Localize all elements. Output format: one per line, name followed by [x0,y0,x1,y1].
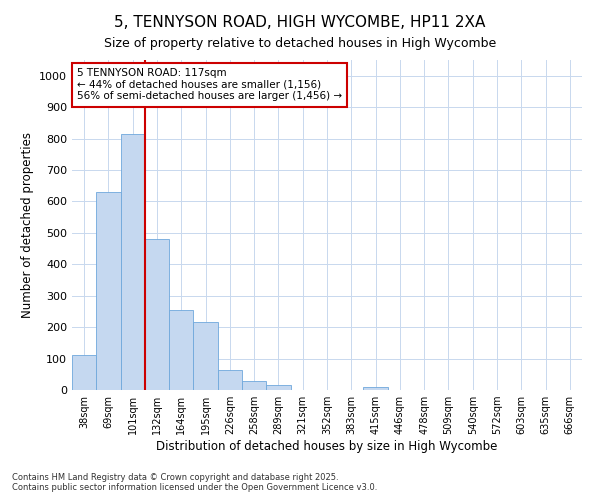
Bar [242,381,266,390]
Bar [121,134,145,390]
Bar [72,356,96,390]
Bar [169,310,193,390]
Bar [364,388,388,390]
Bar [145,239,169,390]
Bar [193,322,218,390]
Text: 5 TENNYSON ROAD: 117sqm
← 44% of detached houses are smaller (1,156)
56% of semi: 5 TENNYSON ROAD: 117sqm ← 44% of detache… [77,68,342,102]
Text: Contains HM Land Registry data © Crown copyright and database right 2025.
Contai: Contains HM Land Registry data © Crown c… [12,473,377,492]
Bar [266,386,290,390]
Bar [218,370,242,390]
Y-axis label: Number of detached properties: Number of detached properties [20,132,34,318]
Text: Size of property relative to detached houses in High Wycombe: Size of property relative to detached ho… [104,38,496,51]
Bar [96,192,121,390]
X-axis label: Distribution of detached houses by size in High Wycombe: Distribution of detached houses by size … [157,440,497,453]
Text: 5, TENNYSON ROAD, HIGH WYCOMBE, HP11 2XA: 5, TENNYSON ROAD, HIGH WYCOMBE, HP11 2XA [115,15,485,30]
